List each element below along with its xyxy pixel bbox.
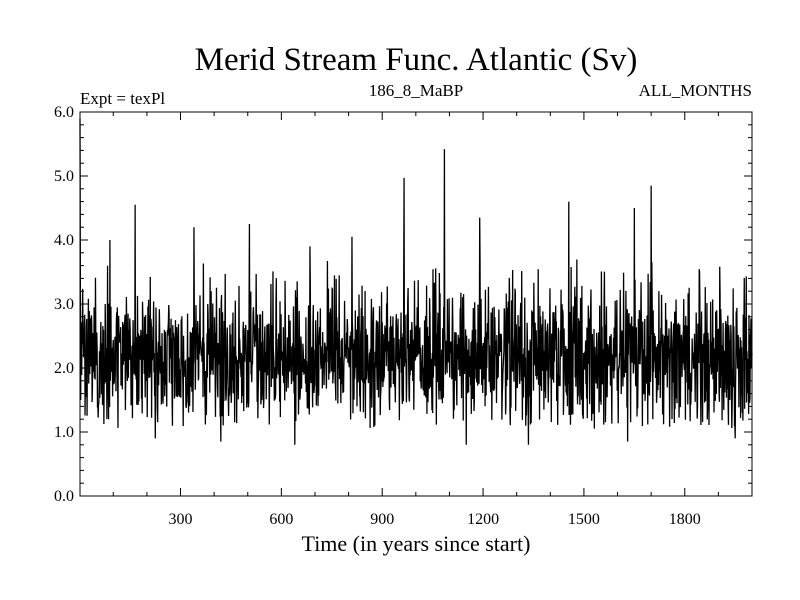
y-tick-label: 1.0 — [54, 424, 74, 441]
series-line — [79, 118, 753, 445]
plot-area — [79, 118, 753, 445]
y-tick-label: 5.0 — [54, 168, 74, 185]
axes: 300 600 900 1200 1500 1800 0.0 1.0 2.0 3.0 4.0 5.0 6… — [54, 104, 752, 528]
y-tick-label: 3.0 — [54, 296, 74, 313]
x-tick-label: 1200 — [467, 511, 499, 528]
x-tick-label: 600 — [269, 511, 293, 528]
y-tick-label: 6.0 — [54, 104, 74, 121]
x-tick-label: 300 — [169, 511, 193, 528]
period-label: 186_8_MaBP — [369, 81, 463, 100]
x-tick-label: 1800 — [669, 511, 701, 528]
x-axis-label: Time (in years since start) — [302, 531, 531, 556]
x-tick-label: 1500 — [568, 511, 600, 528]
y-tick-label: 4.0 — [54, 232, 74, 249]
y-tick-label: 0.0 — [54, 488, 74, 505]
months-label: ALL_MONTHS — [639, 81, 752, 100]
chart-title: Merid Stream Func. Atlantic (Sv) — [195, 42, 638, 78]
x-tick-label: 900 — [370, 511, 394, 528]
experiment-label: Expt = texPl — [80, 89, 165, 108]
y-tick-label: 2.0 — [54, 360, 74, 377]
